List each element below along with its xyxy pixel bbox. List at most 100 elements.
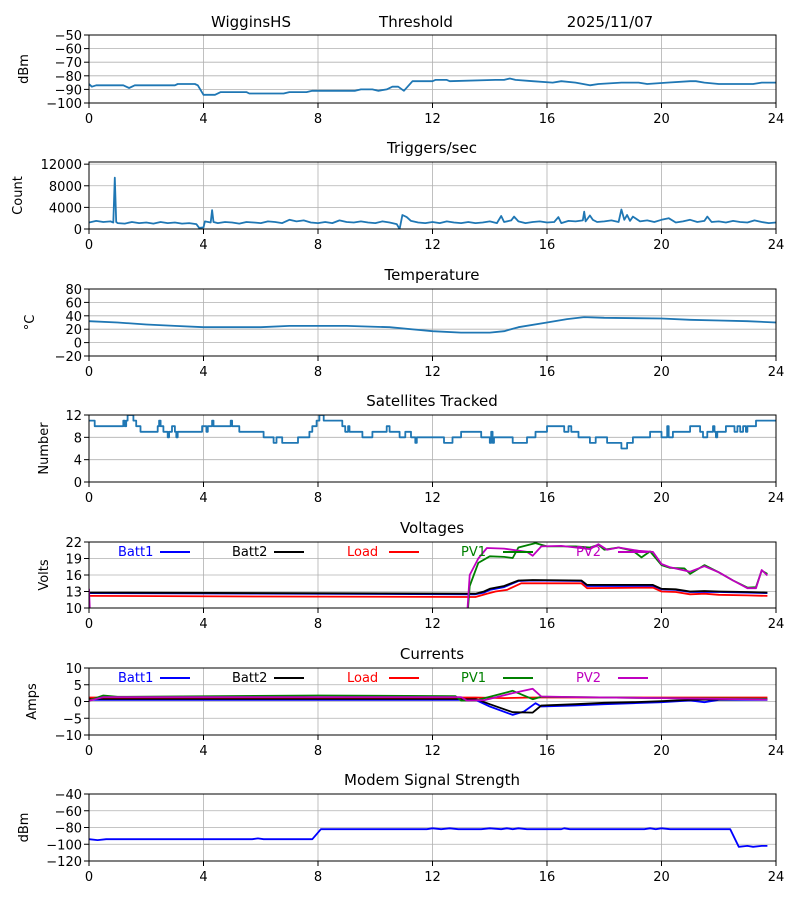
voltages-legend-label: Load (347, 545, 378, 560)
currents-ylabel: Amps (25, 683, 40, 720)
header-plot-type: Threshold (378, 13, 453, 31)
currents-legend-label: PV2 (576, 671, 601, 686)
temperature-xtick-label: 4 (199, 365, 207, 380)
temperature-ytick-label: 20 (65, 323, 82, 338)
voltages-legend-label: Batt1 (118, 545, 153, 560)
satellites-xtick-label: 24 (768, 491, 785, 506)
satellites-axes-frame (88, 414, 777, 483)
modem-axes-frame (88, 793, 777, 862)
voltages-legend-item: Batt2 (232, 545, 304, 560)
voltages-legend-item: PV1 (461, 545, 533, 560)
voltages-title: Voltages (400, 519, 464, 537)
voltages-axes-frame (88, 541, 777, 609)
triggers-xtick-label: 0 (85, 238, 93, 253)
satellites-title: Satellites Tracked (366, 392, 497, 410)
voltages-xtick-label: 24 (768, 617, 785, 632)
voltages-ytick-label: 22 (65, 536, 82, 551)
currents-legend-item: Batt1 (118, 671, 190, 686)
triggers-ytick-label: 0 (74, 223, 82, 238)
panel-triggers: Triggers/sec 0 4 8 12 16 20 24 0 4000 8000 12000 Cou… (11, 139, 784, 253)
voltages-legend-item: Load (347, 545, 419, 560)
currents-legend-label: Batt1 (118, 671, 153, 686)
threshold-series-threshold (89, 77, 776, 96)
voltages-legend: Batt1 Batt2 Load PV1 PV2 (118, 545, 648, 560)
currents-series-group (89, 687, 768, 716)
satellites-xtick-label: 12 (424, 491, 441, 506)
satellites-xtick-label: 0 (85, 491, 93, 506)
temperature-ytick-label: −20 (55, 350, 82, 365)
voltages-xtick-label: 12 (424, 617, 441, 632)
modem-xtick-label: 4 (199, 870, 207, 885)
header-station: WigginsHS (211, 13, 291, 31)
threshold-ytick-label: −90 (55, 83, 82, 98)
chart-panels: 0 4 8 12 16 20 24−100−90−80−70−60−50dBmTrigger… (11, 29, 784, 885)
temperature-title: Temperature (383, 266, 479, 284)
temperature-xtick-label: 20 (653, 365, 670, 380)
threshold-xtick-label: 24 (768, 112, 785, 127)
modem-ytick-label: −80 (55, 822, 82, 837)
satellites-ytick-label: 0 (74, 476, 82, 491)
temperature-ytick-label: 0 (74, 337, 82, 352)
currents-xtick-label: 16 (539, 744, 556, 759)
modem-ytick-label: −120 (46, 855, 82, 870)
temperature-series-temperature (89, 316, 776, 334)
currents-legend-label: Load (347, 671, 378, 686)
temperature-ylabel: °C (23, 315, 38, 331)
temperature-xtick-label: 24 (768, 365, 785, 380)
panel-modem: Modem Signal Strength 0 4 8 12 16 20 24 −120 −100… (17, 771, 784, 885)
temperature-ytick-label: 80 (65, 283, 82, 298)
threshold-xtick-label: 8 (314, 112, 322, 127)
panel-threshold: 0 4 8 12 16 20 24 −100−90−80−70−60−50 dBm (17, 29, 784, 127)
currents-legend-label: PV1 (461, 671, 486, 686)
triggers-ytick-label: 8000 (49, 180, 82, 195)
currents-title: Currents (400, 645, 464, 663)
satellites-xtick-label: 20 (653, 491, 670, 506)
satellites-xtick-label: 16 (539, 491, 556, 506)
triggers-xtick-label: 16 (539, 238, 556, 253)
figure-header: WigginsHS Threshold 2025/11/07 (211, 13, 653, 31)
modem-title: Modem Signal Strength (344, 771, 520, 789)
currents-xtick-label: 8 (314, 744, 322, 759)
triggers-ylabel: Count (11, 176, 26, 215)
temperature-xtick-label: 0 (85, 365, 93, 380)
threshold-xtick-label: 4 (199, 112, 207, 127)
currents-legend-label: Batt2 (232, 671, 267, 686)
voltages-ytick-label: 13 (65, 586, 82, 601)
modem-xtick-label: 24 (768, 870, 785, 885)
voltages-legend-item: PV2 (576, 545, 648, 560)
satellites-xtick-label: 4 (199, 491, 207, 506)
voltages-ytick-label: 19 (65, 553, 82, 568)
threshold-ytick-label: −80 (55, 70, 82, 85)
modem-ytick-label: −100 (46, 838, 82, 853)
voltages-series-load (89, 582, 768, 598)
currents-legend-item: Load (347, 671, 419, 686)
temperature-axes-frame (88, 288, 777, 357)
currents-axes-frame (88, 667, 777, 736)
currents-ytick-label: −10 (55, 729, 82, 744)
threshold-ylabel: dBm (17, 54, 32, 84)
threshold-xtick-label: 20 (653, 112, 670, 127)
voltages-series-batt2 (89, 579, 768, 595)
voltages-xtick-label: 16 (539, 617, 556, 632)
modem-ylabel: dBm (17, 813, 32, 843)
voltages-legend-label: Batt2 (232, 545, 267, 560)
voltages-xtick-label: 0 (85, 617, 93, 632)
voltages-legend-label: PV1 (461, 545, 486, 560)
voltages-xtick-label: 8 (314, 617, 322, 632)
modem-xtick-label: 8 (314, 870, 322, 885)
satellites-ylabel: Number (37, 422, 52, 475)
voltages-ylabel: Volts (37, 559, 52, 591)
threshold-xtick-label: 16 (539, 112, 556, 127)
voltages-ytick-label: 16 (65, 569, 82, 584)
currents-series-batt1 (89, 698, 768, 716)
currents-ytick-label: 0 (74, 696, 82, 711)
triggers-xtick-label: 12 (424, 238, 441, 253)
modem-ytick-label: −40 (55, 788, 82, 803)
triggers-xtick-label: 20 (653, 238, 670, 253)
temperature-xtick-label: 8 (314, 365, 322, 380)
threshold-ytick-label: −60 (55, 43, 82, 58)
